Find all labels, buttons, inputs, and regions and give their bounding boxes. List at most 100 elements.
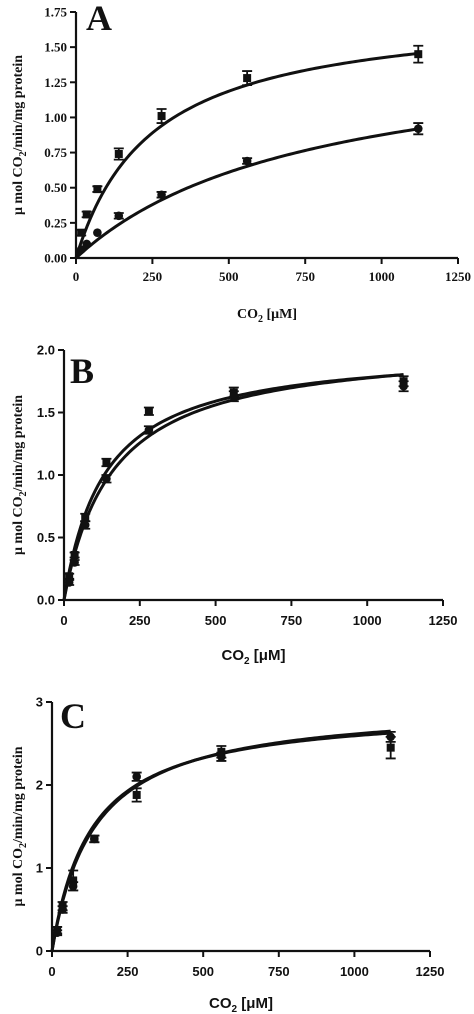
data-point-circle [70,558,79,567]
x-tick-label: 1250 [445,269,471,284]
y-tick-label: 0.50 [44,180,67,195]
x-tick-label: 750 [281,613,303,628]
x-tick-label: 500 [205,613,227,628]
data-point-circle [217,752,226,762]
data-point-square [144,407,153,416]
data-point-circle [399,381,408,391]
y-axis-title-post: /min/mg protein [11,55,26,153]
x-tick-label: 750 [295,269,315,284]
data-point-square [243,74,252,83]
data-point-circle [93,228,102,237]
y-axis-title-post: /min/mg protein [11,746,26,844]
y-tick-label: 0.25 [44,215,67,230]
data-point-square [386,743,395,752]
fit-curve-series-1 [62,373,404,601]
fit-curve-series-2 [74,127,419,260]
x-axis-title: CO2 [μM] [237,307,297,325]
y-axis-title-pre: μ mol CO [11,156,26,215]
data-point-square [157,112,166,121]
y-axis-title-pre: μ mol CO [11,848,26,907]
y-tick-label: 1.25 [44,75,67,90]
y-tick-label: 0.00 [44,251,67,266]
y-axis-title-sub: 2 [18,843,29,848]
y-tick-label: 1.0 [37,468,55,483]
y-tick-label: 1.00 [44,110,67,125]
x-axis-title-sub: 2 [258,314,263,325]
x-tick-label: 250 [129,613,151,628]
x-tick-label: 1250 [429,613,458,628]
data-point-circle [114,211,124,221]
x-axis-title-main: CO [237,307,258,322]
y-tick-label: 3 [36,695,43,710]
x-tick-label: 1000 [353,613,382,628]
x-tick-label: 1250 [416,964,445,979]
data-point-square [102,458,111,467]
data-point-circle [52,928,62,938]
panel-b: 0 250 500 750 1000 1250 0.0 0.5 1.0 1.5 2.0 B CO2 [μ… [11,343,457,668]
y-tick-label: 2.0 [37,343,55,358]
panel-letter: A [86,0,112,38]
data-point-square [414,50,423,59]
data-point-circle [132,772,141,781]
x-axis-title-unit: [μM] [237,995,273,1012]
y-axis-title: μ mol CO2/min/mg protein [11,55,29,215]
x-tick-label: 250 [117,964,139,979]
y-axis-title: μ mol CO2/min/mg protein [11,395,29,555]
data-point-circle [144,425,154,435]
y-tick-label: 1.5 [37,405,55,420]
y-tick-label: 1.50 [44,40,67,55]
data-point-circle [80,520,90,530]
x-axis-title-sub: 2 [232,1004,238,1014]
x-axis-title: CO2 [μM] [222,647,286,667]
x-tick-label: 500 [192,964,214,979]
x-axis-title-unit: [μM] [263,307,297,322]
data-point-square [93,185,102,194]
panel-letter: B [70,351,94,391]
x-tick-label: 0 [73,269,80,284]
data-point-circle [58,905,67,914]
data-point-circle [229,391,239,401]
data-point-circle [102,474,111,484]
x-axis-title-main: CO [209,995,232,1012]
data-point-circle [64,578,74,587]
y-tick-label: 1 [36,861,43,876]
y-tick-label: 1.75 [44,5,67,20]
data-point-square [81,513,90,522]
y-axis-title-pre: μ mol CO [11,496,26,555]
y-axis-title: μ mol CO2/min/mg protein [11,746,29,906]
data-point-circle [413,124,423,133]
y-tick-label: 0.5 [37,530,55,545]
x-axis-title-sub: 2 [244,656,250,667]
data-point-square [114,149,123,158]
panel-a: 0 250 500 750 1000 1250 0.00 0.25 0.50 0.75 1.00 1.… [11,0,471,325]
fit-curve-series-2 [62,373,404,601]
data-point-circle [157,190,166,200]
y-axis-title-sub: 2 [18,492,29,497]
x-tick-label: 250 [143,269,163,284]
data-point-square [82,210,91,219]
fit-curve-series-2 [50,729,391,952]
data-point-circle [68,881,78,891]
data-point-circle [386,732,395,742]
data-point-circle [242,156,252,166]
x-axis-title: CO2 [μM] [209,995,273,1014]
y-axis-title-post: /min/mg protein [11,395,26,493]
y-axis-title-sub: 2 [18,152,29,157]
x-tick-label: 1000 [340,964,369,979]
fit-curve-series-1 [50,731,391,952]
y-tick-label: 0.75 [44,145,67,160]
y-tick-label: 0.0 [37,593,55,608]
x-tick-label: 500 [219,269,239,284]
data-point-circle [76,245,86,254]
x-tick-label: 0 [60,613,67,628]
x-tick-label: 750 [268,964,290,979]
x-axis-title-main: CO [222,647,245,664]
y-tick-label: 0 [36,944,43,959]
x-tick-label: 1000 [369,269,395,284]
panel-letter: C [60,696,86,736]
y-tick-label: 2 [36,778,43,793]
x-tick-label: 0 [48,964,55,979]
data-point-square [69,876,78,885]
